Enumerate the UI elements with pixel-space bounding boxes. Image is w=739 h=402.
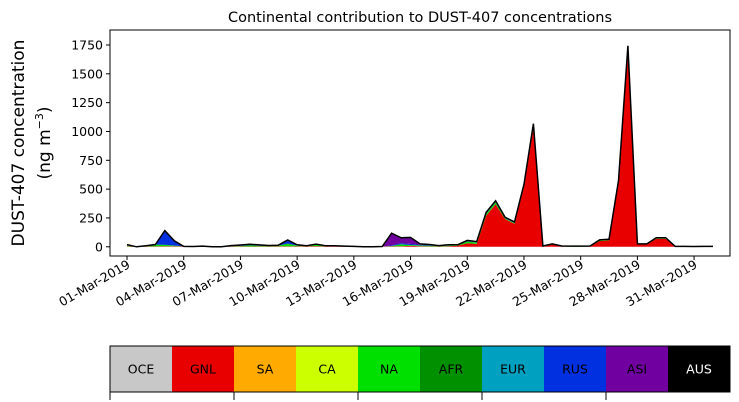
y-tick-label-1250: 1250 xyxy=(71,95,103,110)
legend-label-aus: AUS xyxy=(686,362,712,377)
y-axis-label-line1: DUST-407 concentration xyxy=(9,40,29,247)
legend-label-na: NA xyxy=(380,362,398,377)
legend-swatch-rus xyxy=(544,346,607,392)
y-axis-units-sup: −3 xyxy=(33,113,46,129)
legend-label-sa: SA xyxy=(257,362,274,377)
legend-swatch-afr xyxy=(420,346,483,392)
outline-layer xyxy=(126,45,713,248)
y-axis-units: (ng m−3) xyxy=(33,106,55,179)
y-axis-units-text: (ng m xyxy=(35,129,55,179)
legend-label-eur: EUR xyxy=(500,362,526,377)
legend-swatch-gnl xyxy=(172,346,235,392)
legend-swatch-eur xyxy=(482,346,545,392)
y-tick-label-500: 500 xyxy=(79,182,103,197)
chart-title: Continental contribution to DUST-407 con… xyxy=(228,10,612,26)
legend-swatch-asi xyxy=(606,346,669,392)
y-tick-label-1750: 1750 xyxy=(71,37,103,52)
legend-label-ca: CA xyxy=(318,362,336,377)
legend-swatch-sa xyxy=(234,346,297,392)
legend-swatch-na xyxy=(358,346,421,392)
legend-label-rus: RUS xyxy=(562,362,588,377)
legend-label-gnl: GNL xyxy=(190,362,216,377)
legend-label-oce: OCE xyxy=(128,362,155,377)
y-tick-label-0: 0 xyxy=(95,239,103,254)
y-tick-label-1500: 1500 xyxy=(71,66,103,81)
legend: OCE GNL SA CA NA AFR EUR RUS ASI AUS xyxy=(109,345,731,400)
y-axis-label: DUST-407 concentration xyxy=(9,40,29,247)
plot-frame xyxy=(109,29,731,257)
legend-swatch-aus xyxy=(668,346,731,392)
x-axis: 01-Mar-201904-Mar-201907-Mar-201910-Mar-… xyxy=(56,256,700,309)
legend-frame xyxy=(109,345,731,393)
legend-label-asi: ASI xyxy=(627,362,647,377)
y-tick-label-750: 750 xyxy=(79,153,103,168)
legend-swatch-ca xyxy=(296,346,359,392)
y-axis-units-close: ) xyxy=(35,106,55,113)
y-axis: 0 250 500 750 1000 1250 1500 1750 xyxy=(71,37,110,254)
legend-label-afr: AFR xyxy=(439,362,464,377)
total-outline xyxy=(126,45,713,248)
legend-swatch-oce xyxy=(110,346,173,392)
y-tick-label-250: 250 xyxy=(79,210,103,225)
y-tick-label-1000: 1000 xyxy=(71,124,103,139)
